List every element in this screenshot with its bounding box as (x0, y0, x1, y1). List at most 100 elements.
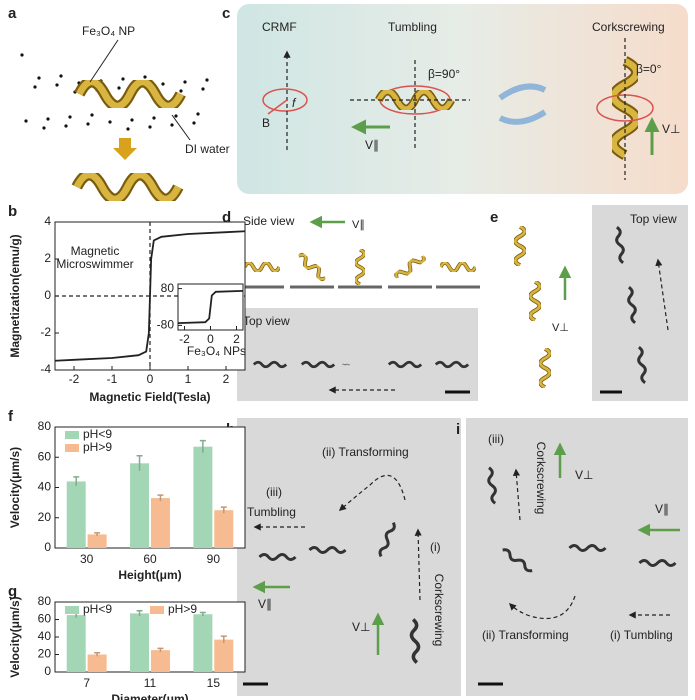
water-label: DI water (185, 142, 230, 156)
dot (20, 53, 24, 57)
y-tick-label: 40 (38, 629, 52, 643)
x-tick-label: -1 (107, 372, 118, 386)
label: Corkscrewing (534, 442, 548, 515)
label: CRMF (262, 20, 297, 34)
y-tick-label: 20 (38, 510, 52, 524)
panel-label: a (8, 5, 17, 22)
legend-swatch (150, 606, 164, 614)
curve (54, 230, 246, 362)
annotation: Magnetic (71, 244, 120, 258)
label: B (262, 116, 270, 130)
dot (126, 127, 130, 131)
dot (179, 89, 183, 93)
exchange-arrow (498, 83, 547, 101)
y-tick-label: 0 (44, 540, 51, 554)
bar (150, 650, 170, 672)
x-tick-label: 60 (143, 552, 157, 566)
bar (130, 463, 150, 548)
error-bar (94, 652, 101, 657)
x-axis-label: Diameter(μm) (111, 692, 188, 700)
direction (338, 474, 406, 511)
photo (237, 308, 478, 401)
legend-label: pH<9 (83, 427, 112, 441)
arrow (113, 138, 137, 160)
x-axis-label: Height(μm) (118, 568, 181, 582)
panel-label: g (8, 583, 17, 600)
y-tick-label: 80 (161, 281, 175, 295)
y-tick-label: 80 (38, 419, 52, 433)
error-bar (157, 494, 164, 502)
legend-label: pH<9 (83, 602, 112, 616)
panel-e: e V⊥ Top view (490, 205, 688, 401)
photo (466, 418, 688, 696)
label: (i) (430, 540, 441, 554)
panel-label: b (8, 203, 17, 220)
charts: b -4 -2 0 2 4 Magnetization(emu/g) Magnetic Fie… (8, 203, 246, 700)
dot (161, 82, 165, 86)
y-tick-label: 60 (38, 612, 52, 626)
field (267, 99, 288, 115)
helix (515, 227, 524, 266)
panel-bg (237, 4, 688, 194)
helix (296, 253, 328, 282)
nanoparticles (20, 53, 209, 131)
label: Side view (243, 214, 295, 228)
label: (ii) Transforming (322, 445, 409, 459)
dot (59, 74, 63, 78)
x-tick-label: 2 (223, 372, 230, 386)
helix (79, 82, 181, 107)
error-bar (199, 611, 206, 616)
label: Top view (630, 212, 677, 226)
curve (177, 290, 244, 324)
label: f (292, 96, 297, 110)
error-bar (199, 439, 206, 453)
panel-label: d (222, 209, 231, 226)
y-axis-label: Velocity(μm/s) (8, 596, 22, 677)
leader (171, 114, 191, 141)
y-tick-label: 80 (38, 594, 52, 608)
dot (201, 87, 205, 91)
dot (42, 126, 46, 130)
panel-i: i (iii) Corkscrewing V⊥ V∥ (ii) Transfor… (456, 418, 688, 696)
x-tick-label: 30 (80, 552, 94, 566)
dot (148, 125, 152, 129)
legend-swatch (65, 606, 79, 614)
bar (193, 446, 213, 548)
legend-label: pH>9 (83, 440, 112, 454)
x-tick-label: 0 (147, 372, 154, 386)
rotation (262, 88, 308, 112)
label: V⊥ (352, 620, 370, 634)
dot (121, 77, 125, 81)
helix (441, 263, 476, 271)
bar (130, 613, 150, 672)
side-view (240, 250, 480, 289)
x-axis-label: Magnetic Field(Tesla) (89, 390, 210, 404)
helix (77, 175, 179, 200)
y-tick-label: -2 (40, 325, 51, 339)
legend-swatch (65, 431, 79, 439)
y-tick-label: 2 (44, 251, 51, 265)
y-tick-label: -4 (40, 362, 51, 376)
dot (64, 124, 68, 128)
dot (130, 118, 134, 122)
label: β=90° (428, 67, 460, 81)
error-bar (136, 610, 143, 616)
label: Tumbling (388, 20, 437, 34)
bar (66, 615, 86, 672)
photo (592, 205, 688, 401)
label: V⊥ (575, 468, 593, 482)
dot (24, 119, 28, 123)
x-tick-label: 2 (233, 332, 240, 346)
error-bar (157, 647, 164, 652)
dot (170, 123, 174, 127)
dot (117, 86, 121, 90)
panel-d: d Side view V∥ Top view (222, 209, 480, 401)
label: (i) Tumbling (610, 628, 673, 642)
panel-c: c CRMF Tumbling Corkscrewing B f β=90° V… (222, 4, 688, 194)
x-tick-label: 11 (144, 676, 157, 690)
label: Tumbling (247, 505, 296, 519)
y-tick-label: 20 (38, 647, 52, 661)
label: V∥ (352, 219, 365, 231)
panel-label: i (456, 421, 460, 438)
